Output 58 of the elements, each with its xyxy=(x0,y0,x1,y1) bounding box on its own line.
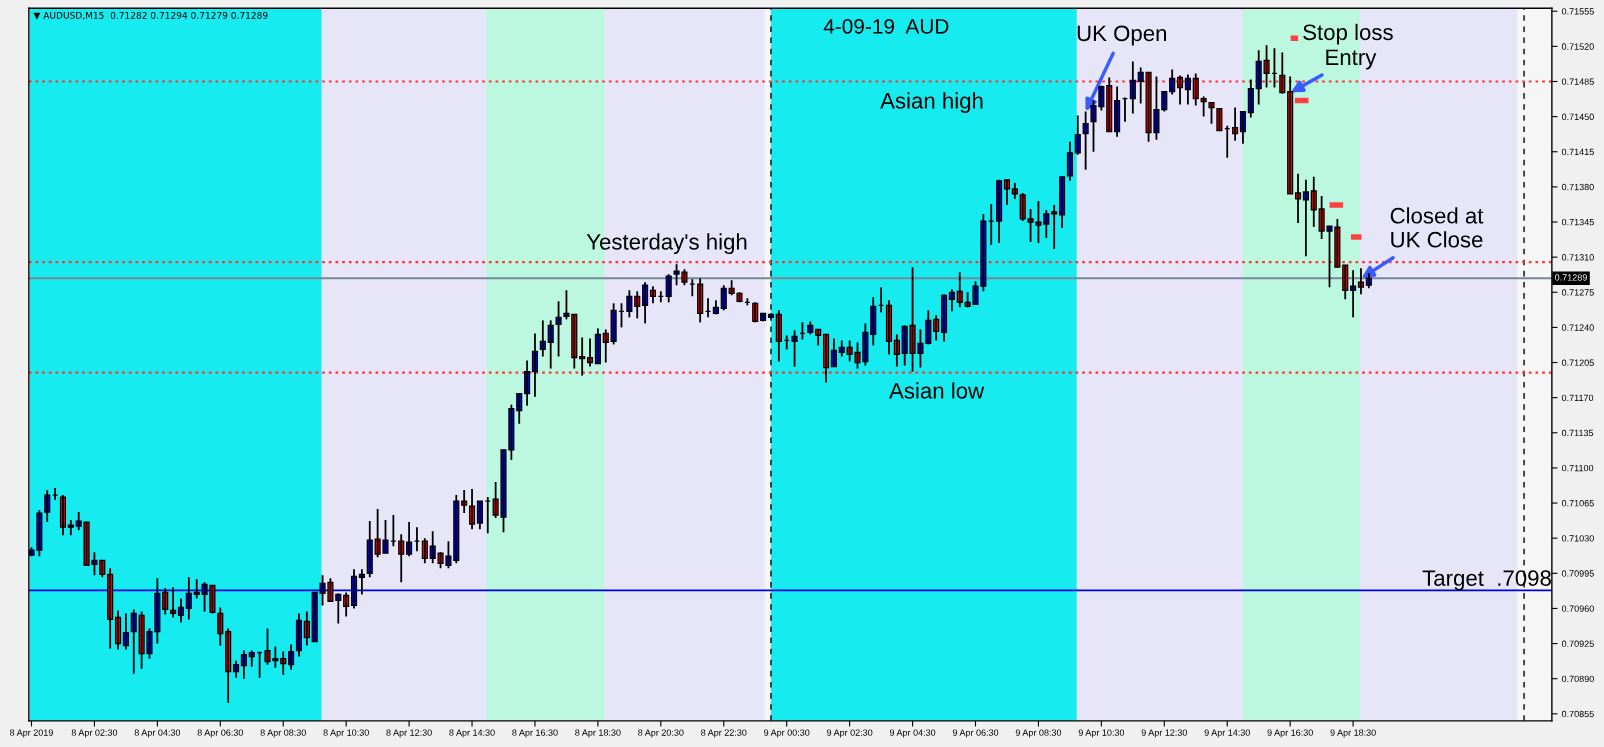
annotation: Asian high xyxy=(880,92,983,114)
x-tick-label: 8 Apr 20:30 xyxy=(638,729,684,738)
x-tick-label: 8 Apr 08:30 xyxy=(260,729,306,738)
y-tick-label: 0.70995 xyxy=(1561,570,1594,577)
annotation: Closed at UK Close xyxy=(1390,207,1484,248)
candlestick xyxy=(1216,107,1223,132)
x-tick-label: 8 Apr 12:30 xyxy=(386,729,432,738)
x-tick-label: 8 Apr 14:30 xyxy=(449,729,495,738)
candlestick xyxy=(1208,101,1215,125)
annotation: UK Open xyxy=(1077,25,1167,46)
x-tick-label: 9 Apr 10:30 xyxy=(1078,729,1125,738)
chart-subtitle: ▼ AUDUSD,M15 0.71282 0.71294 0.71279 0.71289 xyxy=(33,11,268,20)
x-tick-label: 8 Apr 02:30 xyxy=(71,729,118,738)
x-tick-label: 8 Apr 18:30 xyxy=(575,729,621,738)
ref-line-label: Target .7098 xyxy=(1422,570,1551,591)
x-tick-label: 9 Apr 08:30 xyxy=(1015,729,1062,738)
chart-title: 4-09-19 AUD xyxy=(823,19,949,34)
x-tick-label: 8 Apr 06:30 xyxy=(197,729,244,738)
y-tick-label: 0.71205 xyxy=(1561,359,1594,366)
y-tick-label: 0.70890 xyxy=(1561,675,1594,683)
x-tick-label: 9 Apr 04:30 xyxy=(889,729,936,738)
y-tick-label: 0.71450 xyxy=(1561,113,1594,120)
annotation: Yesterday's high xyxy=(586,233,747,255)
x-tick-label: 9 Apr 00:30 xyxy=(764,729,810,738)
y-tick-label: 0.71520 xyxy=(1561,43,1594,50)
y-tick-label: 0.70855 xyxy=(1561,710,1594,718)
y-tick-label: 0.71555 xyxy=(1561,8,1594,15)
y-tick-label: 0.71100 xyxy=(1561,464,1594,472)
x-tick-label: 8 Apr 22:30 xyxy=(701,729,747,738)
x-tick-label: 9 Apr 06:30 xyxy=(952,729,999,738)
y-tick-label: 0.71345 xyxy=(1561,218,1594,226)
y-tick-label: 0.71240 xyxy=(1561,324,1594,331)
y-tick-label: 0.71485 xyxy=(1561,78,1594,85)
annotation: Entry xyxy=(1326,49,1377,70)
x-tick-label: 8 Apr 16:30 xyxy=(512,729,558,738)
annotation: Stop loss xyxy=(1303,23,1393,45)
x-tick-label: 8 Apr 10:30 xyxy=(323,729,369,738)
x-tick-label: 9 Apr 16:30 xyxy=(1267,729,1313,738)
y-tick-label: 0.71065 xyxy=(1561,500,1594,507)
x-tick-label: 8 Apr 2019 xyxy=(10,729,53,738)
candlestick xyxy=(555,300,562,358)
x-tick-label: 9 Apr 14:30 xyxy=(1204,729,1250,738)
y-tick-label: 0.71310 xyxy=(1561,254,1594,261)
y-tick-label: 0.70960 xyxy=(1561,605,1594,612)
y-tick-label: 0.71380 xyxy=(1561,183,1594,191)
y-tick-label: 0.71415 xyxy=(1561,148,1594,156)
y-tick-label: 0.70925 xyxy=(1561,640,1594,647)
x-tick-label: 8 Apr 04:30 xyxy=(134,729,181,738)
x-tick-label: 9 Apr 12:30 xyxy=(1141,729,1188,738)
annotation: Asian low xyxy=(889,382,985,399)
x-tick-label: 9 Apr 18:30 xyxy=(1330,729,1376,738)
y-tick-label: 0.71170 xyxy=(1561,394,1594,402)
x-tick-label: 9 Apr 02:30 xyxy=(826,729,873,738)
y-tick-label: 0.71135 xyxy=(1561,429,1594,437)
y-tick-label: 0.71275 xyxy=(1561,289,1594,296)
y-tick-label: 0.71030 xyxy=(1561,535,1594,542)
ref-line-label: 0.71289 xyxy=(1555,274,1587,281)
candlestick xyxy=(791,329,798,368)
